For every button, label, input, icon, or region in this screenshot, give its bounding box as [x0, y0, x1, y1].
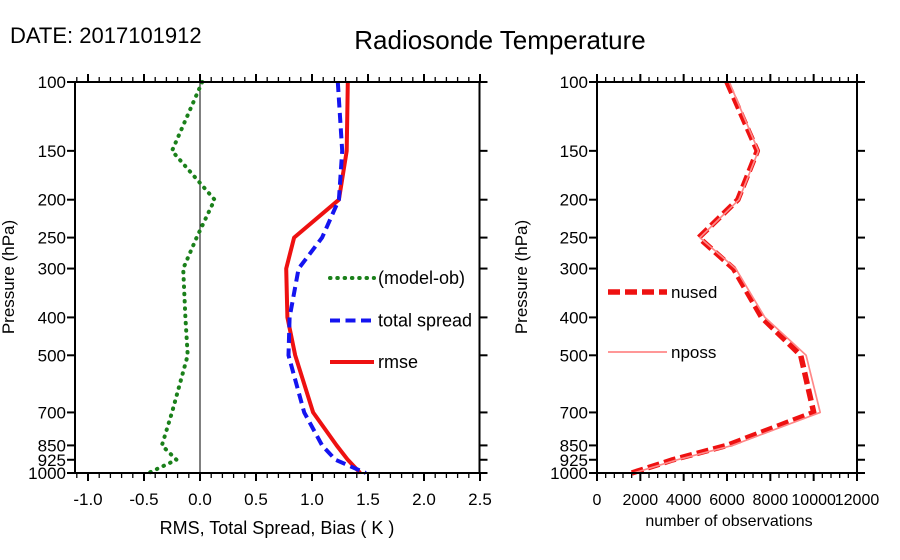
x-axis-title: RMS, Total Spread, Bias ( K ): [160, 518, 395, 538]
x-tick-label: 10000: [791, 492, 836, 509]
y-tick-label: 1000: [550, 464, 588, 483]
y-tick-label: 400: [38, 308, 66, 327]
series-line-nused: [630, 80, 817, 476]
series-line-nposs: [633, 81, 822, 474]
y-tick-label: 200: [560, 191, 588, 210]
y-tick-label: 300: [38, 260, 66, 279]
y-tick-label: 700: [560, 403, 588, 422]
y-tick-label: 400: [560, 308, 588, 327]
x-tick-label: 6000: [709, 492, 745, 509]
x-tick-label: 8000: [753, 492, 789, 509]
y-axis-title: Pressure (hPa): [0, 220, 18, 334]
y-tick-label: 500: [38, 346, 66, 365]
x-tick-label: 2000: [623, 492, 659, 509]
y-tick-label: 925: [38, 451, 66, 470]
x-tick-label: 12000: [835, 492, 880, 509]
y-tick-label: 250: [560, 229, 588, 248]
y-tick-label: 925: [560, 451, 588, 470]
y-tick-label: 850: [560, 436, 588, 455]
x-tick-label: 0.5: [244, 490, 268, 509]
y-tick-label: 700: [38, 403, 66, 422]
x-tick-label: 1.0: [300, 490, 324, 509]
date-label: DATE: 2017101912: [10, 23, 202, 48]
series-line-model-ob: [146, 80, 217, 475]
y-tick-label: 100: [560, 73, 588, 92]
y-tick-label: 850: [38, 436, 66, 455]
y-tick-label: 100: [38, 73, 66, 92]
y-tick-label: 1000: [28, 464, 66, 483]
x-tick-label: -1.0: [73, 490, 102, 509]
x-tick-label: 4000: [666, 492, 702, 509]
y-tick-label: 500: [560, 346, 588, 365]
chart-title: Radiosonde Temperature: [354, 25, 646, 55]
legend-label-nused: nused: [671, 283, 717, 302]
y-tick-label: 200: [38, 191, 66, 210]
series-line-total-spread: [286, 81, 367, 475]
y-axis-title: Pressure (hPa): [512, 220, 531, 334]
x-tick-label: 0: [593, 492, 602, 509]
y-tick-label: 250: [38, 229, 66, 248]
x-tick-label: -0.5: [129, 490, 158, 509]
legend-label-nposs: nposs: [671, 343, 716, 362]
axis-frame: [596, 81, 858, 474]
y-tick-label: 150: [560, 142, 588, 161]
x-tick-label: 2.0: [412, 490, 436, 509]
axis-frame: [74, 81, 481, 474]
x-axis-title: number of observations: [645, 513, 812, 530]
y-tick-label: 300: [560, 260, 588, 279]
x-tick-label: 0.0: [188, 490, 212, 509]
legend-label-rmse: rmse: [378, 352, 418, 372]
legend-label-total-spread: total spread: [378, 311, 472, 331]
y-tick-label: 150: [38, 142, 66, 161]
legend-label-model-ob: (model-ob): [378, 268, 465, 288]
x-tick-label: 1.5: [356, 490, 380, 509]
x-tick-label: 2.5: [468, 490, 492, 509]
